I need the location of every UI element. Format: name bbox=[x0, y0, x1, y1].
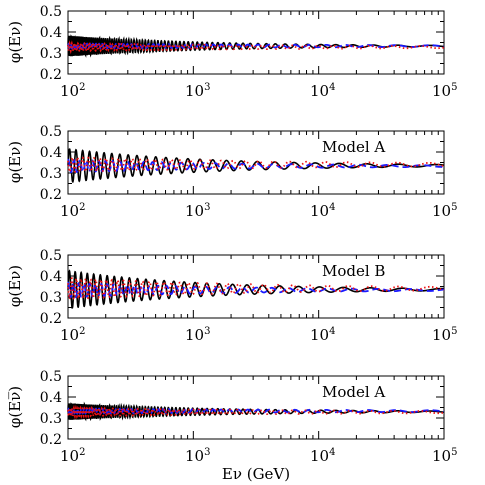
panel-2-ytick-3: 0.2 bbox=[40, 187, 62, 203]
series-dashed-line bbox=[67, 407, 445, 416]
panel-3-ytick-1: 0.4 bbox=[40, 269, 62, 285]
panel-2-xtick-3: 105 bbox=[432, 202, 457, 220]
panel-4-curves bbox=[67, 401, 445, 422]
panel-1: φ(Eν) 0.5 0.4 0.3 0.2 102 103 104 105 bbox=[6, 4, 457, 100]
series-dashed-line bbox=[67, 42, 445, 51]
panel-3-ticks bbox=[67, 254, 444, 319]
panel-4-ytick-0: 0.5 bbox=[40, 369, 62, 385]
panel-3-ytick-3: 0.2 bbox=[40, 311, 62, 327]
series-dotted-line bbox=[67, 276, 445, 302]
panel-3: Model B φ(Eν) 0.5 0.4 0.3 0.2 102 103 10… bbox=[6, 248, 457, 344]
panel-4-annotation: Model A bbox=[322, 383, 385, 401]
panel-2-ytick-2: 0.3 bbox=[40, 166, 62, 182]
panel-3-xtick-1: 103 bbox=[185, 326, 210, 344]
series-dotted-line bbox=[67, 40, 445, 55]
series-dotted-line bbox=[67, 404, 445, 420]
panel-1-xtick-0: 102 bbox=[60, 82, 85, 100]
panel-3-ytick-0: 0.5 bbox=[40, 248, 62, 264]
panel-1-ytick-1: 0.4 bbox=[40, 25, 62, 41]
series-dotted-line bbox=[67, 156, 445, 174]
panel-3-xtick-2: 104 bbox=[310, 326, 335, 344]
panel-4-ticks bbox=[67, 375, 444, 440]
panel-4-xtick-0: 102 bbox=[60, 447, 85, 465]
panel-1-xtick-2: 104 bbox=[310, 82, 335, 100]
panel-3-ylabel: φ(Eν) bbox=[6, 265, 24, 307]
panel-1-ytick-2: 0.3 bbox=[40, 46, 62, 62]
panel-4-xtick-2: 104 bbox=[310, 447, 335, 465]
panel-4-xtick-1: 103 bbox=[185, 447, 210, 465]
panel-4-ylabel: φ(Eν̅) bbox=[6, 386, 24, 428]
panel-1-xtick-3: 105 bbox=[432, 82, 457, 100]
series-solid-line bbox=[67, 269, 445, 309]
panel-1-xtick-1: 103 bbox=[185, 82, 210, 100]
panel-3-xtick-3: 105 bbox=[432, 326, 457, 344]
panel-2-ticks bbox=[67, 130, 444, 195]
panel-4-ytick-3: 0.2 bbox=[40, 432, 62, 448]
panel-2: Model A φ(Eν) 0.5 0.4 0.3 0.2 102 103 10… bbox=[6, 124, 457, 220]
panel-4: Model A φ(Eν̅) 0.5 0.4 0.3 0.2 102 103 1… bbox=[6, 369, 457, 483]
panel-2-annotation: Model A bbox=[322, 138, 385, 156]
panel-2-ylabel: φ(Eν) bbox=[6, 141, 24, 183]
panel-2-ytick-1: 0.4 bbox=[40, 145, 62, 161]
panel-4-ytick-1: 0.4 bbox=[40, 390, 62, 406]
panel-2-curves bbox=[67, 148, 445, 184]
panel-2-xtick-0: 102 bbox=[60, 202, 85, 220]
panel-3-annotation: Model B bbox=[322, 262, 385, 280]
panel-3-frame bbox=[67, 254, 445, 319]
panel-1-ylabel: φ(Eν) bbox=[6, 21, 24, 63]
panel-1-ytick-0: 0.5 bbox=[40, 4, 62, 20]
panel-3-xtick-0: 102 bbox=[60, 326, 85, 344]
panel-3-ytick-2: 0.3 bbox=[40, 290, 62, 306]
panel-3-curves bbox=[67, 269, 445, 309]
panel-2-xtick-2: 104 bbox=[310, 202, 335, 220]
series-dashed-line bbox=[67, 281, 445, 299]
panel-4-ytick-2: 0.3 bbox=[40, 411, 62, 427]
panel-2-xtick-1: 103 bbox=[185, 202, 210, 220]
panel-1-curves bbox=[67, 34, 445, 58]
panel-4-xtick-3: 105 bbox=[432, 447, 457, 465]
x-axis-label: Eν (GeV) bbox=[222, 465, 290, 483]
panel-2-ytick-0: 0.5 bbox=[40, 124, 62, 140]
series-solid-line bbox=[67, 148, 445, 184]
panel-1-ytick-3: 0.2 bbox=[40, 67, 62, 83]
